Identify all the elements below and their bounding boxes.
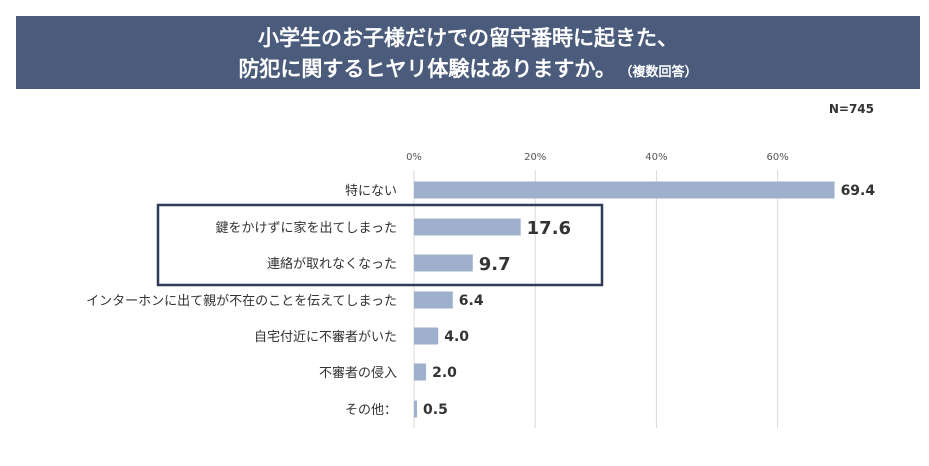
value-label: 17.6 [527, 218, 571, 239]
value-label: 6.4 [459, 293, 484, 309]
chart-title-line2-text: 防犯に関するヒヤリ体験はありますか。 [238, 57, 617, 81]
bar [414, 291, 453, 309]
highlight-box [156, 203, 604, 287]
bar [414, 363, 427, 381]
chart-title-line1: 小学生のお子様だけでの留守番時に起きた、 [258, 26, 678, 50]
value-label: 4.0 [444, 329, 469, 345]
chart-title-banner: 小学生のお子様だけでの留守番時に起きた、 防犯に関するヒヤリ体験はありますか。 （… [16, 16, 920, 89]
sample-size-label: N=745 [828, 102, 874, 116]
bar [414, 254, 473, 272]
category-label: 連絡が取れなくなった [267, 256, 397, 272]
chart-title-note: （複数回答） [626, 65, 698, 80]
category-label: 鍵をかけずに家を出てしまった [216, 220, 397, 236]
value-label: 0.5 [423, 402, 448, 418]
category-label: 自宅付近に不審者がいた [254, 330, 397, 345]
category-label: 特にない [345, 184, 397, 199]
x-tick-label: 40% [645, 152, 667, 163]
value-label: 9.7 [479, 254, 511, 275]
value-label: 69.4 [841, 183, 876, 199]
chart-title-line2: 防犯に関するヒヤリ体験はありますか。 （複数回答） [16, 56, 920, 86]
x-tick-label: 0% [406, 152, 422, 163]
x-tick-label: 20% [524, 152, 546, 163]
bar [414, 181, 835, 199]
category-label: インターホンに出て親が不在のことを伝えてしまった [86, 294, 397, 309]
category-label: その他： [345, 403, 397, 418]
bar [414, 218, 521, 236]
value-label: 2.0 [432, 365, 457, 381]
bar [414, 327, 439, 345]
bar [414, 400, 418, 418]
category-label: 不審者の侵入 [319, 365, 397, 381]
x-tick-label: 60% [766, 152, 788, 163]
